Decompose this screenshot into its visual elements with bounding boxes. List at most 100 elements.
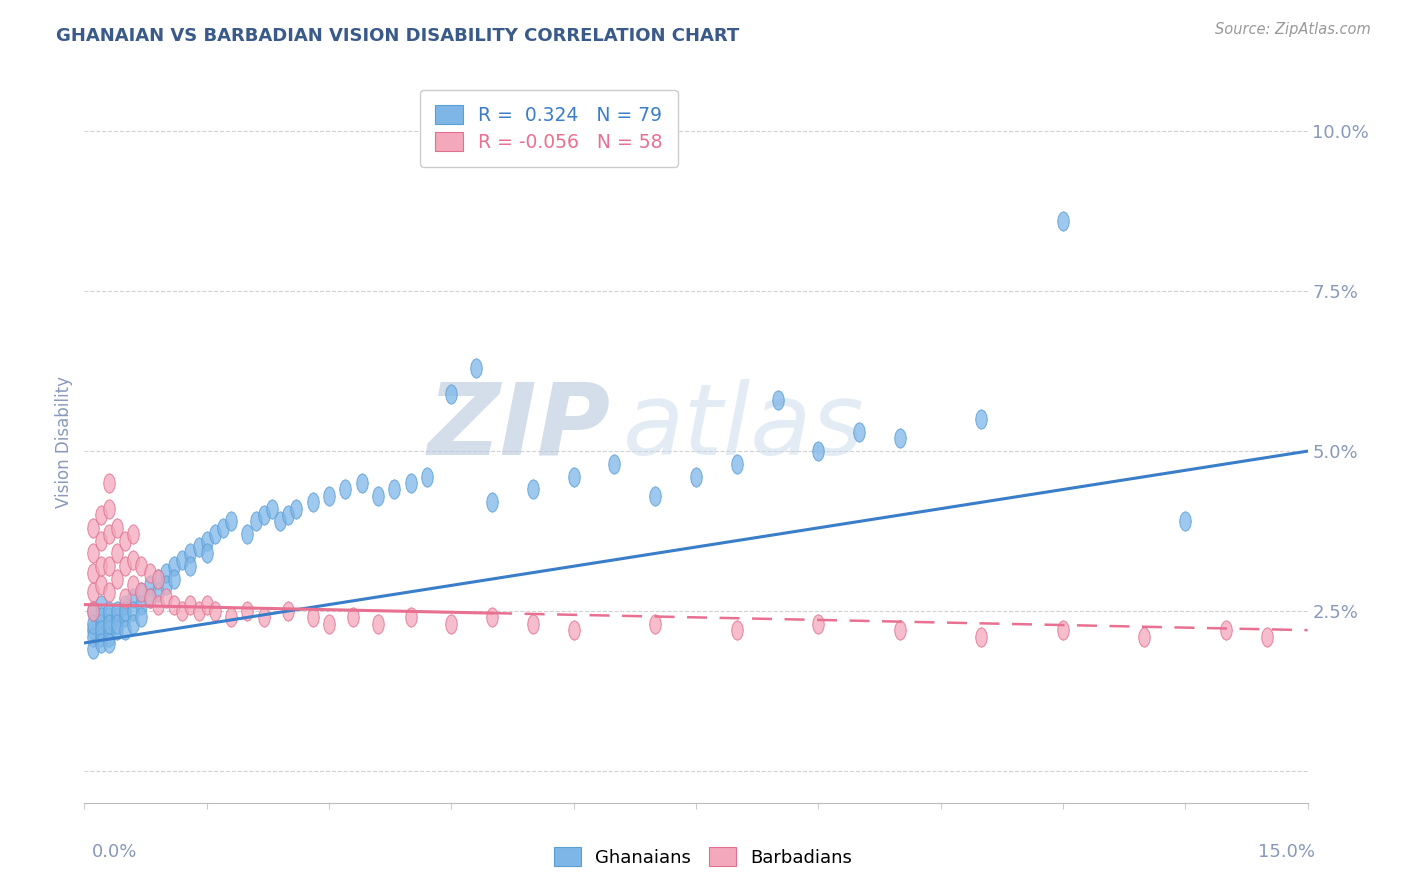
- Point: [204, 527, 226, 541]
- Point: [122, 604, 145, 618]
- Point: [90, 533, 112, 548]
- Point: [187, 604, 209, 618]
- Point: [562, 623, 585, 637]
- Point: [807, 616, 830, 631]
- Point: [725, 457, 748, 471]
- Point: [603, 457, 626, 471]
- Point: [146, 584, 169, 599]
- Point: [889, 623, 911, 637]
- Point: [1052, 623, 1074, 637]
- Text: 15.0%: 15.0%: [1257, 843, 1315, 861]
- Point: [269, 515, 291, 529]
- Point: [114, 559, 136, 574]
- Point: [464, 361, 486, 376]
- Point: [82, 566, 104, 580]
- Point: [1133, 630, 1156, 644]
- Point: [114, 591, 136, 606]
- Point: [440, 386, 463, 401]
- Point: [131, 584, 153, 599]
- Point: [1174, 515, 1197, 529]
- Point: [155, 578, 177, 592]
- Y-axis label: Vision Disability: Vision Disability: [55, 376, 73, 508]
- Point: [82, 584, 104, 599]
- Point: [382, 483, 405, 497]
- Point: [277, 508, 299, 522]
- Point: [172, 604, 194, 618]
- Point: [416, 469, 439, 483]
- Point: [114, 604, 136, 618]
- Point: [82, 604, 104, 618]
- Point: [90, 636, 112, 650]
- Point: [90, 616, 112, 631]
- Point: [766, 392, 789, 407]
- Point: [285, 501, 308, 516]
- Point: [105, 623, 128, 637]
- Point: [90, 623, 112, 637]
- Point: [90, 578, 112, 592]
- Point: [1256, 630, 1278, 644]
- Point: [367, 489, 389, 503]
- Point: [105, 521, 128, 535]
- Point: [342, 610, 364, 624]
- Point: [236, 604, 259, 618]
- Point: [97, 630, 120, 644]
- Text: 0.0%: 0.0%: [91, 843, 136, 861]
- Point: [195, 533, 218, 548]
- Point: [105, 546, 128, 560]
- Point: [245, 515, 267, 529]
- Point: [97, 559, 120, 574]
- Point: [105, 610, 128, 624]
- Point: [82, 521, 104, 535]
- Point: [644, 489, 666, 503]
- Point: [97, 610, 120, 624]
- Point: [195, 598, 218, 612]
- Point: [399, 610, 422, 624]
- Point: [97, 527, 120, 541]
- Point: [82, 616, 104, 631]
- Point: [155, 591, 177, 606]
- Point: [179, 598, 201, 612]
- Point: [163, 572, 186, 586]
- Point: [82, 604, 104, 618]
- Point: [253, 508, 276, 522]
- Point: [146, 572, 169, 586]
- Point: [114, 623, 136, 637]
- Point: [114, 533, 136, 548]
- Point: [97, 623, 120, 637]
- Point: [114, 598, 136, 612]
- Point: [97, 501, 120, 516]
- Point: [172, 553, 194, 567]
- Point: [481, 610, 503, 624]
- Point: [399, 476, 422, 491]
- Point: [195, 546, 218, 560]
- Point: [122, 553, 145, 567]
- Point: [179, 546, 201, 560]
- Point: [318, 616, 340, 631]
- Point: [146, 572, 169, 586]
- Point: [122, 616, 145, 631]
- Point: [90, 559, 112, 574]
- Point: [97, 616, 120, 631]
- Point: [138, 578, 160, 592]
- Text: GHANAIAN VS BARBADIAN VISION DISABILITY CORRELATION CHART: GHANAIAN VS BARBADIAN VISION DISABILITY …: [56, 27, 740, 45]
- Point: [82, 546, 104, 560]
- Point: [122, 591, 145, 606]
- Text: Source: ZipAtlas.com: Source: ZipAtlas.com: [1215, 22, 1371, 37]
- Point: [522, 616, 544, 631]
- Point: [138, 591, 160, 606]
- Point: [1052, 214, 1074, 228]
- Point: [277, 604, 299, 618]
- Point: [90, 508, 112, 522]
- Point: [155, 566, 177, 580]
- Text: ZIP: ZIP: [427, 378, 610, 475]
- Point: [105, 572, 128, 586]
- Point: [970, 630, 993, 644]
- Legend: R =  0.324   N = 79, R = -0.056   N = 58: R = 0.324 N = 79, R = -0.056 N = 58: [420, 90, 678, 167]
- Point: [131, 559, 153, 574]
- Point: [219, 515, 242, 529]
- Point: [122, 578, 145, 592]
- Point: [725, 623, 748, 637]
- Text: atlas: atlas: [623, 378, 865, 475]
- Point: [685, 469, 707, 483]
- Point: [367, 616, 389, 631]
